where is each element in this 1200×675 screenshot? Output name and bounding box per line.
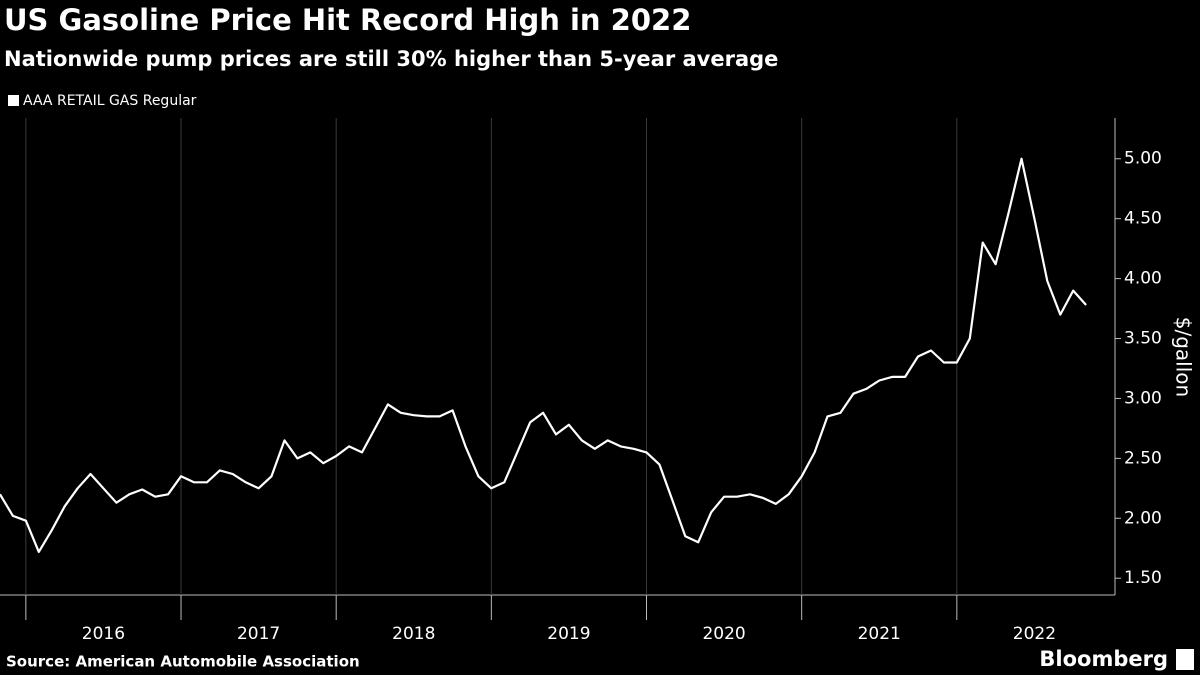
y-axis-label: $/gallon bbox=[1172, 317, 1196, 397]
chart-title: US Gasoline Price Hit Record High in 202… bbox=[4, 3, 691, 37]
y-tick-label: 4.00 bbox=[1124, 269, 1162, 289]
y-tick-label: 5.00 bbox=[1124, 149, 1162, 169]
y-tick-label: 3.50 bbox=[1124, 329, 1162, 349]
y-tick-label: 2.00 bbox=[1124, 508, 1162, 528]
chart-subtitle: Nationwide pump prices are still 30% hig… bbox=[4, 47, 778, 71]
x-tick-label: 2022 bbox=[1013, 624, 1056, 644]
x-tick-label: 2018 bbox=[392, 624, 435, 644]
source: Source: American Automobile Association bbox=[6, 653, 360, 671]
legend-label: AAA RETAIL GAS Regular bbox=[23, 93, 197, 109]
price-line bbox=[0, 157, 1087, 553]
brand-icon bbox=[1176, 649, 1194, 670]
y-tick-label: 2.50 bbox=[1124, 448, 1162, 468]
brand: Bloomberg bbox=[1039, 647, 1168, 671]
x-tick-label: 2016 bbox=[82, 624, 125, 644]
x-tick-label: 2021 bbox=[858, 624, 901, 644]
x-tick-label: 2019 bbox=[547, 624, 590, 644]
y-tick-label: 4.50 bbox=[1124, 209, 1162, 229]
x-tick-label: 2017 bbox=[237, 624, 280, 644]
y-tick-label: 1.50 bbox=[1124, 568, 1162, 588]
legend-swatch bbox=[8, 95, 19, 106]
x-tick-label: 2020 bbox=[702, 624, 745, 644]
y-tick-label: 3.00 bbox=[1124, 388, 1162, 408]
